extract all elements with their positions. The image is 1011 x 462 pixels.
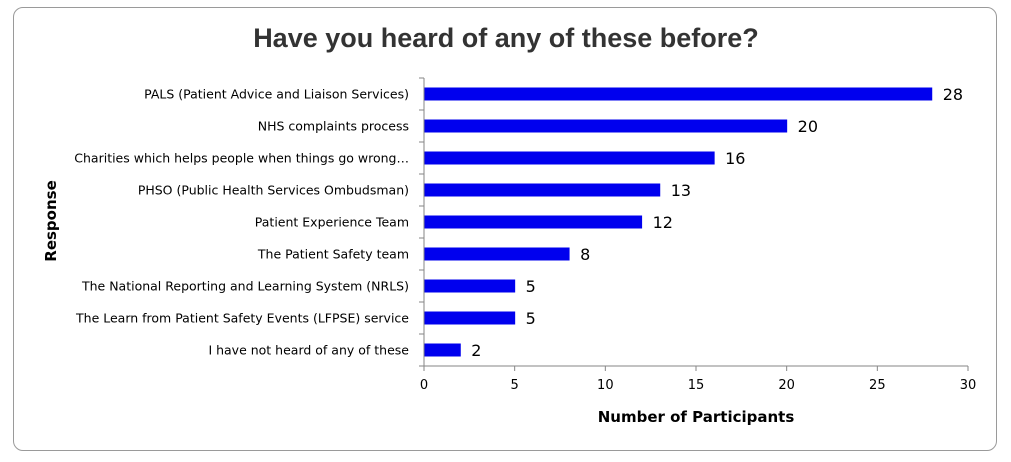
bar: [424, 87, 933, 101]
x-tick-label: 0: [420, 378, 428, 393]
bar: [424, 279, 516, 293]
x-tick-label: 15: [688, 378, 705, 393]
category-label: The Learn from Patient Safety Events (LF…: [75, 311, 409, 326]
bar: [424, 215, 643, 229]
category-label: PHSO (Public Health Services Ombudsman): [138, 183, 409, 198]
chart-title: Have you heard of any of these before?: [253, 23, 759, 53]
data-label: 13: [671, 181, 691, 200]
category-label: Patient Experience Team: [255, 215, 409, 230]
category-label: Charities which helps people when things…: [74, 151, 409, 166]
category-label: The Patient Safety team: [257, 247, 409, 262]
data-label: 12: [653, 213, 673, 232]
bar: [424, 151, 715, 165]
category-label: PALS (Patient Advice and Liaison Service…: [144, 87, 409, 102]
bar: [424, 119, 788, 133]
data-label: 5: [526, 309, 536, 328]
y-axis-title: Response: [42, 180, 60, 261]
x-tick-label: 20: [778, 378, 795, 393]
bar: [424, 311, 516, 325]
bar: [424, 247, 570, 261]
x-tick-label: 25: [869, 378, 886, 393]
data-label: 20: [798, 117, 818, 136]
data-label: 8: [580, 245, 590, 264]
x-axis-title: Number of Participants: [598, 408, 795, 426]
category-label: I have not heard of any of these: [208, 343, 409, 358]
category-label: NHS complaints process: [258, 119, 409, 134]
x-tick-label: 30: [960, 378, 977, 393]
x-tick-label: 5: [511, 378, 519, 393]
x-tick-label: 10: [597, 378, 614, 393]
bar: [424, 343, 461, 357]
chart-frame: [13, 7, 997, 451]
category-label: The National Reporting and Learning Syst…: [81, 279, 409, 294]
data-label: 16: [725, 149, 745, 168]
data-label: 2: [471, 341, 481, 360]
bar: [424, 183, 661, 197]
data-label: 5: [526, 277, 536, 296]
data-label: 28: [943, 85, 963, 104]
